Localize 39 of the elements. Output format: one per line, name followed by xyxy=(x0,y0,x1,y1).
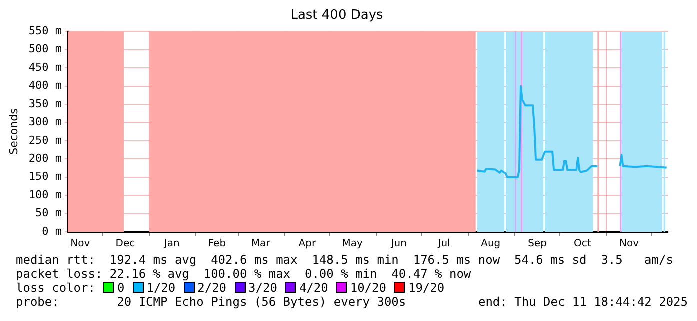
y-tick-label: 400 m xyxy=(28,79,62,92)
y-tick-label: 300 m xyxy=(28,116,62,129)
x-tick-label: Feb xyxy=(208,238,226,250)
text: 3/20 xyxy=(248,281,278,295)
text: 0 xyxy=(117,281,125,295)
text: 19/20 xyxy=(408,281,445,295)
y-tick-label: 50 m xyxy=(36,206,62,220)
text: loss color: xyxy=(16,281,96,295)
y-tick-label: 150 m xyxy=(28,170,62,184)
y-tick-label: 450 m xyxy=(28,60,62,74)
x-tick-label: Oct xyxy=(574,238,592,250)
y-tick-label: 0 m xyxy=(42,224,62,238)
text: 2/20 xyxy=(198,281,227,295)
text: 10/20 xyxy=(350,281,386,295)
y-tick-label: 200 m xyxy=(28,152,62,165)
x-tick-label: May xyxy=(342,238,363,250)
y-tick-label: 500 m xyxy=(28,42,62,56)
y-tick-label: 250 m xyxy=(28,134,62,147)
x-tick-label: Jan xyxy=(163,238,180,250)
text: 1/20 xyxy=(146,281,176,295)
x-tick-label: Jun xyxy=(390,238,407,250)
text: end: Thu Dec 11 18:44:42 2025 xyxy=(478,295,688,309)
x-tick-label: Jul xyxy=(437,238,450,250)
x-tick-label: Dec xyxy=(116,238,136,250)
x-tick-label: Aug xyxy=(481,238,501,250)
x-tick-label: Nov xyxy=(619,238,640,250)
y-tick-label: 100 m xyxy=(28,188,62,202)
y-tick-label: 350 m xyxy=(28,97,62,110)
x-tick-label: Nov xyxy=(70,238,90,250)
text: packet loss: 22.16 % avg 100.00 % max 0.00 % min 40.47 % now xyxy=(16,267,472,281)
y-axis-title: Seconds xyxy=(7,108,20,155)
text: 4/20 xyxy=(299,281,328,295)
x-tick-label: Apr xyxy=(298,238,317,250)
x-tick-label: Mar xyxy=(251,238,272,250)
text: median rtt: 192.4 ms avg 402.6 ms max 148.5 ms min 176.5 ms now 54.6 ms sd 3.5 am/s xyxy=(16,253,674,267)
x-tick-label: Sep xyxy=(528,238,547,250)
y-tick-label: 550 m xyxy=(28,24,62,38)
chart-title: Last 400 Days xyxy=(290,8,384,24)
text: probe: 20 ICMP Echo Pings (56 Bytes) every 300s xyxy=(16,295,406,309)
